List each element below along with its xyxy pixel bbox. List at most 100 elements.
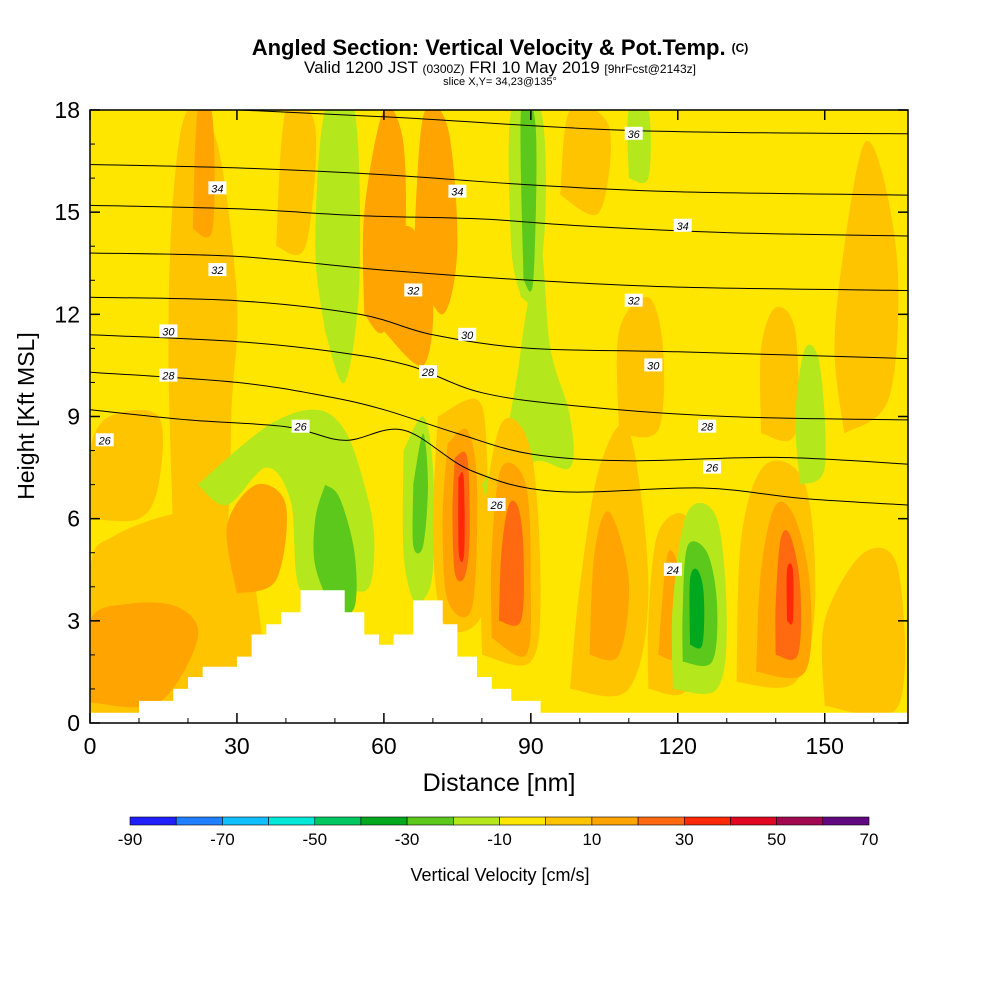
velocity-region <box>90 409 163 522</box>
colorbar-tick-label: 30 <box>675 830 694 849</box>
contour-label-box <box>208 181 227 195</box>
contour-label: 28 <box>421 367 435 379</box>
colorbar-tick-label: 10 <box>582 830 601 849</box>
x-tick-label: 150 <box>806 733 844 759</box>
chart-title-main: Angled Section: Vertical Velocity & Pot.… <box>251 35 726 60</box>
theta-contour-26 <box>90 409 908 506</box>
contour-label-box <box>663 562 682 576</box>
velocity-region <box>412 433 428 554</box>
valid-date: FRI 10 May 2019 <box>469 58 600 77</box>
theta-contours <box>90 110 908 506</box>
colorbar-swatch <box>499 816 547 826</box>
y-tick-label: 18 <box>54 97 80 123</box>
valid-prefix: Valid 1200 JST <box>304 58 418 77</box>
contour-label-box <box>624 293 643 307</box>
colorbar-tick-label: 50 <box>767 830 786 849</box>
colorbar-swatch <box>822 816 870 826</box>
colorbar-swatch <box>683 816 731 826</box>
y-tick-label: 3 <box>67 608 80 634</box>
contour-label: 24 <box>666 565 679 577</box>
velocity-region <box>834 141 899 434</box>
colorbar-tick-label: -30 <box>395 830 420 849</box>
colorbar-tick-label: -90 <box>118 830 143 849</box>
contour-label: 32 <box>211 265 223 277</box>
colorbar-tick-label: -10 <box>487 830 512 849</box>
velocity-region <box>226 483 287 594</box>
theta-contour-28 <box>90 371 908 465</box>
forecast-info: [9hrFcst@2143z] <box>604 62 696 76</box>
velocity-region <box>616 296 665 438</box>
contour-label-box <box>448 184 467 198</box>
colorbar-swatch <box>406 816 454 826</box>
theta-contour-unlabeled <box>90 164 908 196</box>
velocity-region <box>276 110 317 255</box>
y-tick-label: 9 <box>67 404 80 430</box>
chart-subtitle: Valid 1200 JST (0300Z) FRI 10 May 2019 [… <box>0 59 1000 78</box>
y-tick-label: 6 <box>67 506 80 532</box>
velocity-region <box>168 110 238 560</box>
colorbar-swatch <box>175 816 223 826</box>
velocity-region <box>458 472 465 563</box>
contour-label-box <box>95 433 114 447</box>
x-tick-label: 60 <box>371 733 397 759</box>
contour-label: 34 <box>211 183 223 195</box>
velocity-region <box>499 500 524 626</box>
contour-label-box <box>419 365 437 379</box>
contour-label: 26 <box>293 422 307 434</box>
contour-label-box <box>698 419 717 433</box>
colorbar-swatch <box>360 816 408 826</box>
velocity-region <box>759 306 799 442</box>
contour-label: 34 <box>451 187 463 199</box>
velocity-region <box>589 511 630 661</box>
chart-title: Angled Section: Vertical Velocity & Pot.… <box>0 35 1000 61</box>
velocity-region <box>413 110 458 315</box>
velocity-region <box>315 110 361 384</box>
colorbar-swatch <box>637 816 685 826</box>
contour-label: 30 <box>461 330 474 342</box>
colorbar-swatch <box>591 816 639 826</box>
contour-labels: 36 34 34 34 32 32 32 30 30 30 28 28 28 26 26 26 26 24 <box>95 126 722 577</box>
y-tick-label: 15 <box>54 199 80 225</box>
theta-contour-34 <box>90 204 908 237</box>
contour-label: 28 <box>161 371 175 383</box>
velocity-region <box>560 110 611 215</box>
colorbar-swatch <box>545 816 593 826</box>
colorbar-swatch <box>222 816 269 826</box>
x-tick-label: 0 <box>84 733 97 759</box>
copyright-mark: (C) <box>731 41 749 55</box>
theta-contour-30 <box>90 334 908 421</box>
contour-label-box <box>159 368 178 382</box>
colorbar-swatch <box>129 816 177 826</box>
velocity-region <box>192 110 215 238</box>
x-tick-label: 30 <box>224 733 250 759</box>
colorbar-swatch <box>730 816 777 826</box>
colorbar-tick-label: -70 <box>210 830 235 849</box>
contour-label-box <box>644 358 663 372</box>
colorbar-swatch <box>314 816 362 826</box>
velocity-region <box>520 110 537 292</box>
theta-contour-unlabeled <box>90 252 908 291</box>
contour-label: 26 <box>705 463 719 475</box>
velocity-region <box>786 563 794 625</box>
x-axis-label: Distance [nm] <box>423 769 576 797</box>
terrain-group <box>90 590 908 723</box>
contour-label-box <box>159 324 178 338</box>
contour-label-box <box>624 126 643 140</box>
colorbar-swatch <box>268 816 316 826</box>
contour-label: 32 <box>628 296 640 308</box>
contour-label: 34 <box>677 221 689 233</box>
contour-label: 32 <box>407 286 419 298</box>
contour-label-box <box>703 460 722 474</box>
theta-contour-32 <box>90 296 908 360</box>
contour-label: 36 <box>628 129 641 141</box>
contour-label-box <box>291 419 310 433</box>
colorbar-tick-label: 70 <box>860 830 879 849</box>
contour-label-box <box>404 283 423 297</box>
contour-label: 30 <box>647 360 660 372</box>
x-tick-label: 90 <box>518 733 544 759</box>
contour-label-box <box>673 218 692 232</box>
x-axis: 0 30 60 90 120 150 <box>84 110 875 759</box>
contour-label-box <box>458 327 477 341</box>
